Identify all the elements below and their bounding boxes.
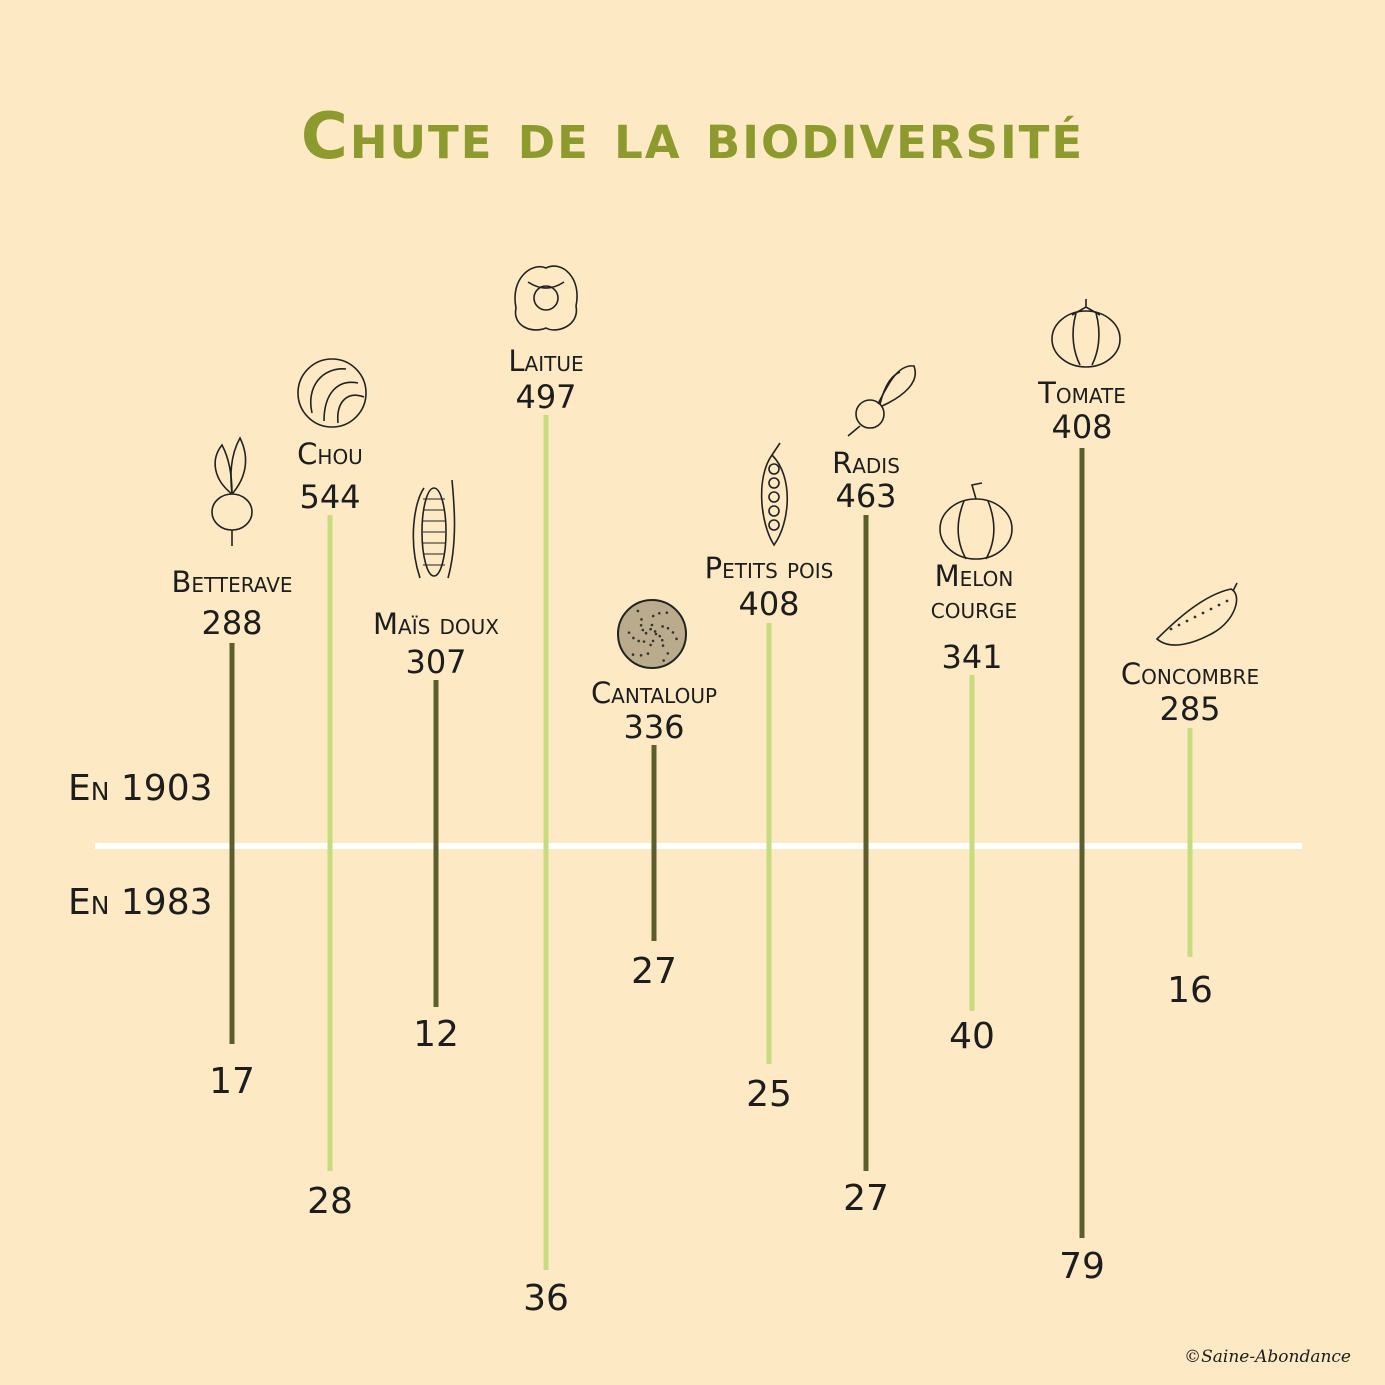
value-1983-8: 79	[1059, 1246, 1105, 1287]
value-1903-7: 341	[941, 638, 1002, 676]
veg-name-6: Radis	[832, 446, 900, 480]
value-1903-3: 497	[515, 378, 576, 416]
value-1983-2: 12	[413, 1014, 459, 1055]
vegetable-0: Betterave 288 17	[171, 436, 293, 1102]
value-1903-6: 463	[835, 477, 896, 515]
veg-name-5: Petits pois	[705, 551, 834, 585]
cabbage-icon	[297, 358, 367, 428]
veg-name-2: Maïs doux	[373, 607, 499, 641]
radish-icon	[847, 365, 917, 437]
chart-title: Chute de la biodiversité	[300, 100, 1085, 174]
cantaloupe-icon	[617, 599, 687, 669]
lettuce-icon	[514, 265, 578, 331]
tomato-icon	[1051, 299, 1121, 368]
value-1983-5: 25	[746, 1074, 792, 1115]
vegetable-1: Chou 544 28	[297, 358, 367, 1222]
beet-icon	[211, 436, 253, 546]
value-1903-8: 408	[1051, 408, 1112, 446]
vegetable-7: Melon courge 341 40	[931, 482, 1017, 1057]
value-1903-2: 307	[405, 643, 466, 681]
squash-icon	[939, 482, 1013, 560]
peapod-icon	[760, 442, 788, 547]
value-1903-4: 336	[623, 708, 684, 746]
credit: ©Saine-Abondance	[1184, 1347, 1351, 1367]
cucumber-icon	[1155, 582, 1238, 646]
value-1983-7: 40	[949, 1016, 995, 1057]
veg-name-0: Betterave	[171, 565, 292, 599]
value-1983-1: 28	[307, 1181, 353, 1222]
veg-name-3: Laitue	[508, 344, 583, 378]
value-1903-5: 408	[738, 585, 799, 623]
veg-name-1: Chou	[297, 437, 363, 471]
veg-name-9: Concombre	[1121, 657, 1259, 691]
value-1983-4: 27	[631, 951, 677, 992]
value-1983-0: 17	[209, 1061, 255, 1102]
value-1903-9: 285	[1159, 690, 1220, 728]
legend-1903: En 1903	[68, 768, 213, 809]
value-1903-1: 544	[299, 478, 360, 516]
value-1983-6: 27	[843, 1178, 889, 1219]
legend-1983: En 1983	[68, 882, 213, 923]
veg-name-8: Tomate	[1037, 376, 1126, 410]
corn-icon	[412, 479, 456, 579]
veg-name-7: Melon courge	[931, 559, 1017, 625]
value-1983-3: 36	[523, 1278, 569, 1319]
veg-name-4: Cantaloup	[591, 676, 717, 710]
value-1983-9: 16	[1167, 970, 1213, 1011]
value-1903-0: 288	[201, 604, 262, 642]
